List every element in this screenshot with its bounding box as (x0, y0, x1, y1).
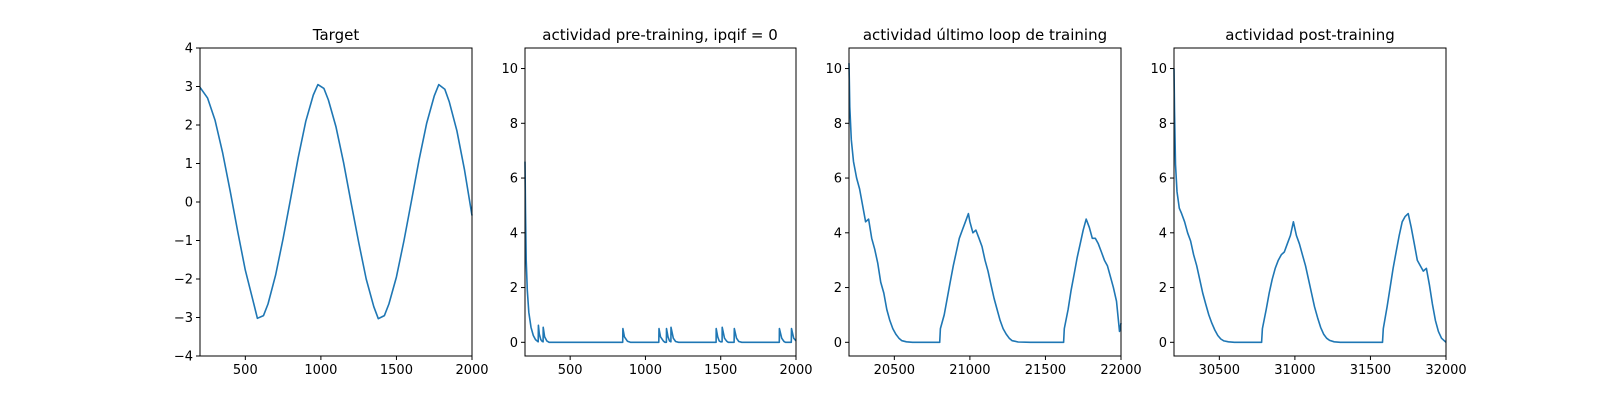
y-tick-label: 3 (185, 80, 193, 95)
y-tick-label: 4 (1159, 226, 1167, 241)
y-tick-label: 6 (510, 172, 518, 187)
y-tick-label: −4 (174, 350, 193, 365)
x-tick-label: 21000 (949, 363, 990, 378)
y-tick-label: 8 (1159, 117, 1167, 132)
y-tick-label: −2 (174, 273, 193, 288)
subplot-post-training: actividad post-training 30500 31000 31500 3… (1150, 26, 1466, 378)
x-tick-label: 21500 (1025, 363, 1066, 378)
chart-title: actividad pre-training, ipqif = 0 (542, 26, 778, 44)
y-tick-label: 2 (510, 281, 518, 296)
plot-lines (848, 63, 1122, 344)
y-tick-label: 10 (825, 62, 842, 77)
axes-frame (848, 47, 1122, 357)
x-tick-label: 1500 (704, 363, 737, 378)
y-tick-label: −1 (174, 234, 193, 249)
chart-title: actividad post-training (1225, 26, 1394, 44)
subplot-last-training-loop: actividad último loop de training 20500 2… (825, 26, 1141, 378)
y-tick-label: 8 (510, 117, 518, 132)
y-tick-label: 1 (185, 157, 193, 172)
axis-ticks: 30500 31000 31500 32000 0 2 4 6 8 10 (1150, 62, 1466, 378)
series-line (199, 83, 473, 320)
y-tick-label: 0 (185, 196, 193, 211)
x-tick-label: 30500 (1199, 363, 1240, 378)
y-tick-label: 0 (510, 336, 518, 351)
axes-frame (199, 47, 473, 357)
y-tick-label: 6 (1159, 172, 1167, 187)
y-tick-label: 6 (834, 172, 842, 187)
plot-lines (1173, 68, 1447, 344)
chart-title: actividad último loop de training (863, 26, 1107, 44)
y-tick-label: 2 (185, 119, 193, 134)
subplot-target: Target 500 1000 1500 2000 −4 −3 −2 −1 0 1 2 3 4 (174, 26, 489, 378)
series-line (524, 161, 797, 344)
axes-frame (524, 47, 797, 357)
x-tick-label: 32000 (1425, 363, 1466, 378)
x-tick-label: 20500 (874, 363, 915, 378)
x-tick-label: 500 (233, 363, 258, 378)
x-tick-label: 2000 (455, 363, 488, 378)
y-tick-label: 4 (510, 226, 518, 241)
subplot-pre-training: actividad pre-training, ipqif = 0 500 100… (501, 26, 812, 378)
y-tick-label: 0 (834, 336, 842, 351)
x-tick-label: 1500 (380, 363, 413, 378)
axes-frame (1173, 47, 1447, 357)
y-tick-label: 2 (1159, 281, 1167, 296)
y-tick-label: 4 (185, 42, 193, 57)
y-tick-label: −3 (174, 311, 193, 326)
x-tick-label: 1000 (629, 363, 662, 378)
plot-lines (524, 161, 797, 344)
x-tick-label: 22000 (1100, 363, 1141, 378)
y-tick-label: 2 (834, 281, 842, 296)
axis-ticks: 500 1000 1500 2000 −4 −3 −2 −1 0 1 2 3 4 (174, 42, 489, 379)
x-tick-label: 1000 (304, 363, 337, 378)
x-tick-label: 2000 (779, 363, 812, 378)
x-tick-label: 31500 (1350, 363, 1391, 378)
y-tick-label: 8 (834, 117, 842, 132)
axis-ticks: 500 1000 1500 2000 0 2 4 6 8 10 (501, 62, 812, 378)
axis-ticks: 20500 21000 21500 22000 0 2 4 6 8 10 (825, 62, 1141, 378)
y-tick-label: 0 (1159, 336, 1167, 351)
y-tick-label: 10 (1150, 62, 1167, 77)
y-tick-label: 4 (834, 226, 842, 241)
series-line (848, 63, 1122, 344)
y-tick-label: 10 (501, 62, 518, 77)
series-line (1173, 68, 1447, 344)
x-tick-label: 500 (558, 363, 583, 378)
x-tick-label: 31000 (1274, 363, 1315, 378)
chart-title: Target (312, 26, 360, 44)
plot-lines (199, 83, 473, 320)
